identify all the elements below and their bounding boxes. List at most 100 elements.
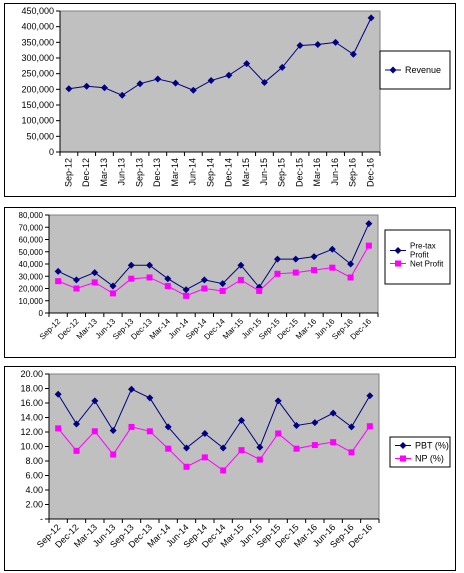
data-point — [220, 467, 227, 474]
data-point — [256, 456, 263, 463]
data-point — [91, 269, 99, 277]
data-point — [366, 423, 373, 430]
plot-area — [48, 373, 380, 520]
legend-label: Revenue — [405, 65, 441, 75]
data-point — [394, 247, 402, 254]
x-tick-label: Sep-16 — [348, 158, 358, 187]
legend-label: PBT (%) — [415, 441, 449, 451]
data-point — [146, 428, 153, 435]
y-tick-label: 12.00 — [20, 427, 43, 437]
data-point — [73, 420, 80, 428]
data-point — [328, 245, 336, 253]
x-tick-label: Dec-16 — [365, 158, 375, 187]
data-point — [189, 86, 197, 94]
x-tick-label: Dec-15 — [294, 158, 304, 187]
data-point — [278, 63, 286, 71]
x-tick-label: Mar-15 — [241, 158, 251, 187]
data-point — [91, 279, 98, 286]
series-revenue — [65, 14, 375, 99]
data-point — [329, 409, 337, 417]
data-point — [146, 261, 154, 269]
x-tick-label: Mar-14 — [170, 158, 180, 187]
data-point — [118, 91, 126, 99]
data-point — [109, 290, 116, 297]
y-tick-label: 250,000 — [21, 69, 54, 79]
data-point — [164, 423, 172, 431]
y-tick-label: 100,000 — [21, 116, 54, 126]
data-point — [128, 385, 135, 393]
data-point — [65, 85, 73, 93]
data-point — [219, 280, 227, 288]
y-tick-label: 400,000 — [21, 22, 54, 32]
data-point — [219, 287, 226, 294]
data-point — [273, 255, 281, 263]
data-point — [225, 71, 233, 79]
series-line — [57, 388, 371, 449]
y-tick-label: 0 — [39, 309, 44, 318]
y-tick-label: 16.00 — [20, 398, 43, 408]
data-point — [72, 276, 80, 284]
y-tick-label: 450,000 — [21, 6, 54, 16]
x-tick-label: Mar-13 — [99, 158, 109, 187]
data-point — [100, 84, 108, 92]
data-point — [274, 397, 282, 405]
legend-entry: Pre-tax Profit — [390, 242, 436, 260]
data-point — [182, 286, 190, 294]
series-np — [55, 423, 373, 474]
data-point — [347, 274, 354, 281]
x-tick-label: Sep-14 — [205, 158, 215, 187]
data-point — [109, 282, 117, 290]
data-point — [54, 267, 62, 275]
data-point — [310, 253, 318, 261]
revenue-chart-panel: 0 50,000 100,000 150,000 200,000 250,000 300,0… — [4, 3, 456, 197]
profit-chart-panel: 0 10,000 20,000 30,000 40,000 50,000 60,000 70,… — [4, 207, 456, 358]
x-tick-label: Sep-15 — [277, 158, 287, 187]
legend-entry: Net Profit — [390, 260, 444, 269]
series-line — [57, 245, 370, 297]
data-point — [256, 443, 264, 451]
data-point — [365, 220, 373, 228]
data-point — [73, 447, 80, 454]
y-tick-label: 70,000 — [19, 223, 44, 232]
series-line — [57, 223, 370, 291]
plot-area — [48, 214, 379, 314]
data-point — [91, 428, 98, 435]
data-point — [311, 419, 319, 427]
y-tick-label: 150,000 — [21, 100, 54, 110]
y-tick-label: 50,000 — [19, 248, 44, 257]
data-point — [275, 430, 282, 437]
y-tick-label: 14.00 — [20, 413, 43, 423]
data-point — [154, 75, 162, 83]
data-point — [164, 283, 171, 290]
legend: PBT (%) NP (%) — [389, 436, 451, 468]
data-point — [55, 278, 62, 285]
legend-label: Net Profit — [410, 260, 444, 269]
y-tick-label: 50,000 — [26, 131, 54, 141]
y-tick-label: 40,000 — [19, 260, 44, 269]
data-point — [314, 41, 322, 49]
x-tick-label: Mar-16 — [312, 158, 322, 187]
data-point — [183, 292, 190, 299]
data-point — [127, 261, 135, 269]
x-tick-label: Jun-13 — [117, 158, 127, 186]
data-point — [83, 82, 91, 90]
data-point — [55, 425, 62, 432]
x-tick-label: Dec-13 — [152, 158, 162, 187]
legend-label: NP (%) — [415, 454, 444, 464]
data-point — [201, 454, 208, 461]
y-tick-label: 30,000 — [19, 272, 44, 281]
data-point — [219, 444, 227, 452]
data-point — [91, 397, 99, 405]
y-tick-label: 20,000 — [19, 285, 44, 294]
y-tick-label: 300,000 — [21, 53, 54, 63]
data-point — [347, 260, 355, 268]
data-point — [243, 60, 251, 68]
data-point — [256, 287, 263, 294]
profit-chart: 0 10,000 20,000 30,000 40,000 50,000 60,000 70,… — [19, 211, 451, 341]
data-point — [110, 451, 117, 458]
margin-chart-panel: - 2.00 4.00 6.00 8.00 10.00 12.00 14.00 16.00 18.… — [4, 366, 456, 571]
data-point — [366, 392, 374, 400]
data-point — [237, 276, 244, 283]
y-tick-label: 4.00 — [25, 485, 43, 495]
data-point — [201, 429, 209, 437]
